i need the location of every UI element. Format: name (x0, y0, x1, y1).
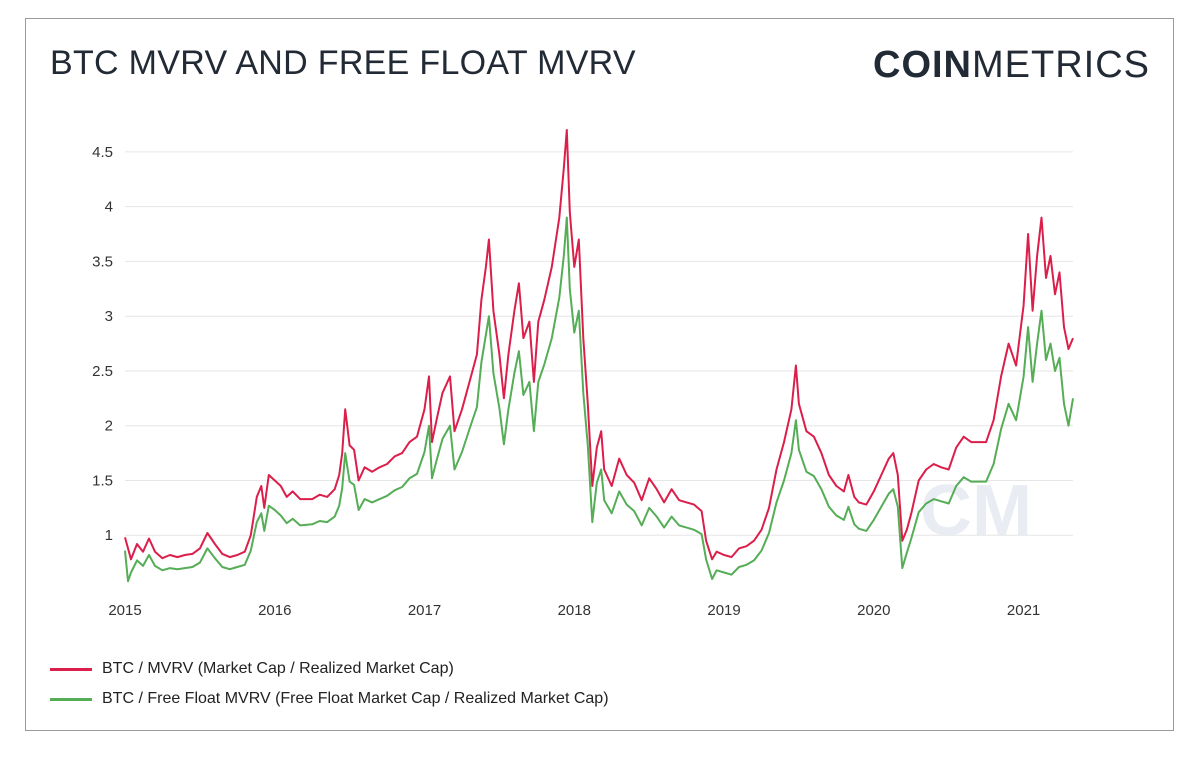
y-tick-label: 1 (105, 527, 113, 544)
y-tick-label: 3.5 (92, 253, 113, 270)
y-tick-label: 4 (105, 199, 113, 216)
brand-logo-bold: COIN (873, 44, 972, 86)
x-tick-label: 2021 (1007, 602, 1040, 619)
legend-item-mvrv[interactable]: BTC / MVRV (Market Cap / Realized Market… (50, 654, 609, 684)
y-tick-label: 2.5 (92, 363, 113, 380)
legend-label-free-float-mvrv: BTC / Free Float MVRV (Free Float Market… (102, 690, 609, 707)
grid-lines (125, 151, 1073, 536)
brand-logo: COINMETRICS (873, 44, 1150, 87)
legend-swatch-free-float-mvrv (50, 697, 92, 701)
legend-item-free-float-mvrv[interactable]: BTC / Free Float MVRV (Free Float Market… (50, 684, 609, 714)
x-tick-label: 2016 (258, 602, 291, 619)
legend-label-mvrv: BTC / MVRV (Market Cap / Realized Market… (102, 660, 454, 677)
chart-frame (25, 18, 1174, 731)
y-axis-ticks: 1 1.5 2 2.5 3 3.5 4 4.5 (92, 144, 113, 544)
x-tick-label: 2018 (558, 602, 591, 619)
series-line-mvrv (124, 129, 1074, 561)
x-tick-label: 2017 (408, 602, 441, 619)
y-tick-label: 3 (105, 308, 113, 325)
brand-logo-thin: METRICS (972, 44, 1150, 86)
watermark-logo: CM (920, 471, 1032, 551)
legend-swatch-mvrv (50, 667, 92, 671)
series-lines (124, 129, 1074, 583)
x-tick-label: 2015 (108, 602, 141, 619)
y-tick-label: 4.5 (92, 144, 113, 161)
x-tick-label: 2020 (857, 602, 890, 619)
y-tick-label: 1.5 (92, 472, 113, 489)
x-axis-ticks: 2015 2016 2017 2018 2019 2020 2021 (108, 602, 1040, 619)
legend: BTC / MVRV (Market Cap / Realized Market… (50, 654, 609, 714)
y-tick-label: 2 (105, 418, 113, 435)
chart-title: BTC MVRV AND FREE FLOAT MVRV (50, 44, 636, 82)
series-line-free-float-mvrv (124, 216, 1074, 583)
x-tick-label: 2019 (707, 602, 740, 619)
